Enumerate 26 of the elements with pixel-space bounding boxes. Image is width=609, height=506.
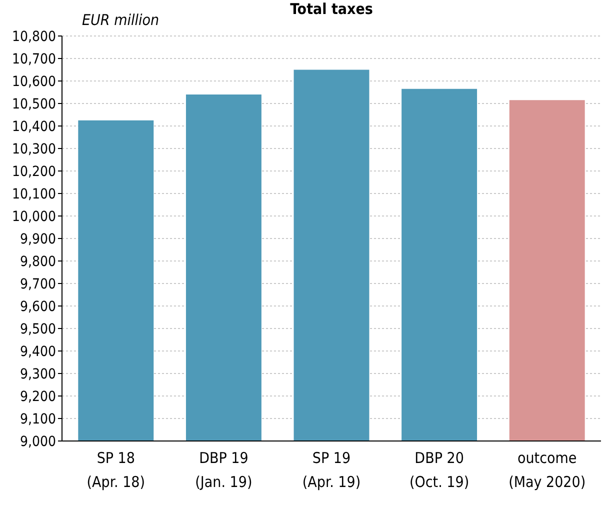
y-tick-label: 10,800 [12, 28, 56, 45]
y-tick-label: 9,700 [20, 276, 56, 292]
x-tick-label: outcome (May 2020) [508, 449, 586, 491]
y-tick-label: 10,600 [12, 74, 56, 90]
y-tick-label: 10,400 [12, 118, 56, 135]
y-tick-label: 9,400 [20, 344, 56, 360]
y-tick-label: 9,200 [20, 388, 56, 405]
y-tick-label: 10,100 [12, 186, 56, 202]
x-tick-label: DBP 20 (Oct. 19) [409, 449, 470, 491]
x-tick-label: SP 19 (Apr. 19) [302, 449, 361, 491]
x-tick-label: SP 18 (Apr. 18) [86, 449, 146, 491]
y-tick-label: 9,500 [20, 321, 56, 338]
chart-title: Total taxes [290, 0, 373, 18]
y-axis-title: EUR million [82, 11, 160, 29]
y-tick-label: 10,300 [12, 141, 56, 158]
x-tick-label: DBP 19 (Jan. 19) [195, 449, 252, 491]
y-tick-label: 9,300 [20, 366, 56, 382]
y-tick-label: 9,600 [20, 298, 56, 315]
y-tick-label: 10,700 [12, 51, 56, 68]
y-tick-label: 10,500 [12, 96, 56, 112]
y-tick-label: 9,900 [20, 231, 56, 248]
y-tick-label: 10,000 [12, 208, 56, 225]
y-tick-label: 9,800 [20, 254, 56, 270]
y-tick-label: 9,000 [20, 434, 56, 450]
y-tick-label: 10,200 [12, 164, 56, 180]
y-tick-label: 9,100 [20, 411, 56, 428]
